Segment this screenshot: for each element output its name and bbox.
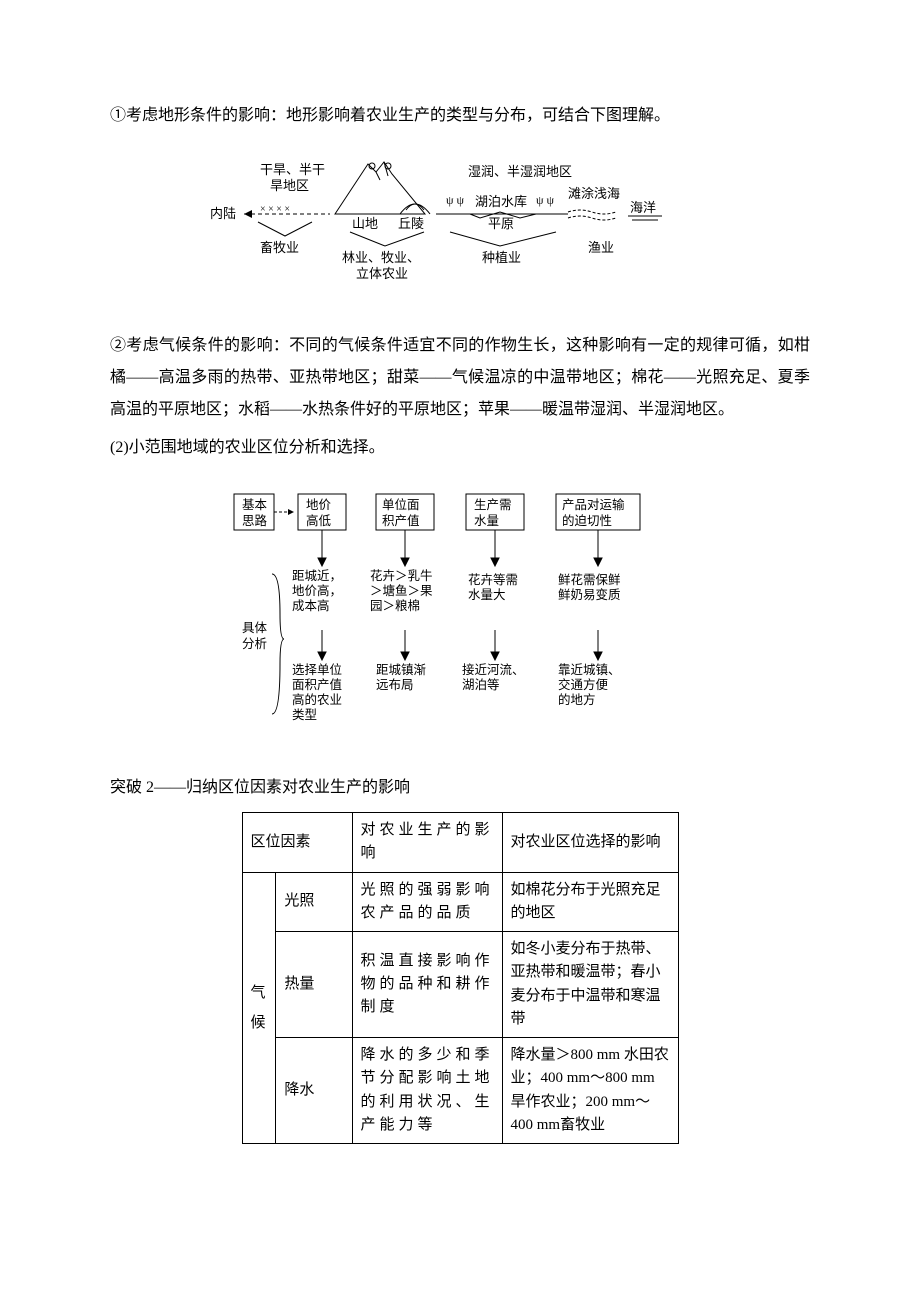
svg-text:距城镇渐远布局: 距城镇渐远布局 — [376, 663, 426, 692]
cell-rain-effect: 降水的多少和季节分配影响土地的利用状况、生产能力等 — [352, 1038, 502, 1144]
label-forestry2: 立体农业 — [356, 266, 408, 281]
flowchart-diagram: 基本 思路 具体 分析 地价高低 单位面积产值 生产需水量 产品对运输的迫切性 — [110, 484, 810, 746]
mountain-shape — [335, 162, 425, 214]
para-terrain: ①考虑地形条件的影响：地形影响着农业生产的类型与分布，可结合下图理解。 — [110, 100, 810, 132]
label-plain: 平原 — [488, 216, 514, 231]
inland-arrow-head — [244, 210, 252, 218]
grass-right: ψ ψ — [536, 193, 555, 207]
arrows-r1r2 — [318, 530, 602, 566]
row1: 地价高低 单位面积产值 生产需水量 产品对运输的迫切性 — [298, 494, 640, 530]
txt-basic1: 基本 — [242, 498, 268, 512]
txt-analysis2: 分析 — [242, 637, 267, 651]
th-location: 对农业区位选择的影响 — [502, 813, 678, 873]
v-livestock — [258, 222, 312, 236]
svg-text:产品对运输的迫切性: 产品对运输的迫切性 — [562, 497, 625, 528]
row3: 选择单位面积产值高的农业类型 距城镇渐远布局 接近河流、湖泊等 靠近城镇、交通方… — [292, 662, 621, 722]
label-planting: 种植业 — [482, 250, 521, 265]
svg-text:花卉＞乳牛＞塘鱼＞果园＞粮棉: 花卉＞乳牛＞塘鱼＞果园＞粮棉 — [370, 568, 433, 613]
tidal-wave2 — [568, 216, 616, 220]
tidal-wave1 — [568, 210, 616, 214]
label-tidal: 滩涂浅海 — [568, 186, 620, 201]
cell-light: 光照 — [276, 872, 352, 932]
label-arid2: 旱地区 — [270, 178, 309, 193]
svg-text:单位面积产值: 单位面积产值 — [382, 497, 420, 528]
cell-rain-loc: 降水量＞800 mm 水田农业；400 mm～800 mm 旱作农业；200 m… — [502, 1038, 678, 1144]
cell-heat-effect: 积温直接影响作物的品种和耕作制度 — [352, 932, 502, 1038]
bracket-analysis — [272, 574, 284, 714]
row2: 距城近，地价高，成本高 花卉＞乳牛＞塘鱼＞果园＞粮棉 花卉等需水量大 鲜花需保鲜… — [292, 568, 621, 613]
inland-marks: × × × × — [260, 204, 290, 215]
dash-arrow-head — [288, 509, 294, 515]
svg-text:生产需水量: 生产需水量 — [474, 498, 512, 528]
cell-heat-loc: 如冬小麦分布于热带、亚热带和暖温带；春小麦分布于中温带和寒温带 — [502, 932, 678, 1038]
cell-light-loc: 如棉花分布于光照充足的地区 — [502, 872, 678, 932]
svg-text:靠近城镇、交通方便的地方: 靠近城镇、交通方便的地方 — [558, 663, 621, 707]
svg-text:距城近，地价高，成本高: 距城近，地价高，成本高 — [292, 569, 342, 613]
label-forestry1: 林业、牧业、 — [342, 250, 420, 265]
cell-rain: 降水 — [276, 1038, 352, 1144]
label-inland: 内陆 — [210, 206, 236, 221]
label-ocean: 海洋 — [630, 200, 656, 215]
svg-text:花卉等需水量大: 花卉等需水量大 — [468, 572, 518, 602]
v-planting — [450, 232, 556, 246]
svg-text:鲜花需保鲜鲜奶易变质: 鲜花需保鲜鲜奶易变质 — [558, 572, 621, 602]
grass-left: ψ ψ — [446, 193, 465, 207]
txt-basic2: 思路 — [242, 513, 268, 528]
cell-heat: 热量 — [276, 932, 352, 1038]
svg-text:选择单位面积产值高的农业类型: 选择单位面积产值高的农业类型 — [292, 662, 342, 722]
v-forestry — [350, 232, 424, 246]
terrain-diagram: 干旱、半干 旱地区 内陆 × × × × 畜牧业 山地 丘陵 林业、牧业、 立体… — [110, 152, 810, 304]
cell-climate-group: 气候 — [242, 872, 276, 1144]
para-smallregion: (2)小范围地域的农业区位分析和选择。 — [110, 432, 810, 464]
label-humid: 湿润、半湿润地区 — [468, 164, 572, 179]
label-hill: 丘陵 — [398, 216, 424, 231]
arrows-r2r3 — [318, 630, 602, 660]
section-heading: 突破 2——归纳区位因素对农业生产的影响 — [110, 772, 810, 804]
factors-table: 区位因素 对农业生产的影响 对农业区位选择的影响 气候 光照 光照的强弱影响农产… — [242, 812, 679, 1144]
label-fishery: 渔业 — [588, 240, 614, 255]
hill-shape — [400, 204, 430, 214]
label-arid1: 干旱、半干 — [260, 162, 325, 177]
svg-text:地价高低: 地价高低 — [306, 498, 332, 528]
th-factor: 区位因素 — [242, 813, 352, 873]
cell-light-effect: 光照的强弱影响农产品的品质 — [352, 872, 502, 932]
label-lake: 湖泊水库 — [475, 194, 527, 209]
label-mountain: 山地 — [352, 216, 378, 231]
label-livestock: 畜牧业 — [260, 240, 299, 255]
svg-text:接近河流、湖泊等: 接近河流、湖泊等 — [462, 662, 525, 692]
para-climate: ②考虑气候条件的影响：不同的气候条件适宜不同的作物生长，这种影响有一定的规律可循… — [110, 330, 810, 426]
txt-analysis1: 具体 — [242, 621, 268, 635]
th-effect: 对农业生产的影响 — [352, 813, 502, 873]
